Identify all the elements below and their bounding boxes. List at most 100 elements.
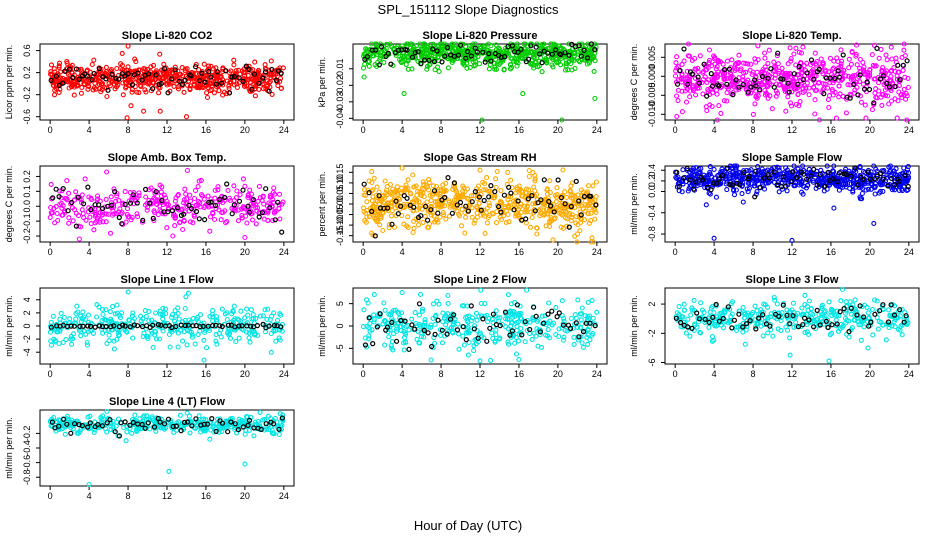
chart-6-point [707,164,713,170]
chart-8-ytick-label: -5 [335,344,345,352]
chart-6-title: Slope Sample Flow [742,152,843,164]
chart-2-point [467,64,473,71]
chart-1-point [269,91,275,97]
chart-8-black-point [549,308,555,314]
chart-6-ylabel: ml/min per min. [629,173,639,235]
chart-1-black-point [219,80,225,86]
chart-1-black-point [73,66,80,72]
chart-1-point [50,82,57,88]
chart-3-point [798,50,805,56]
chart-1-y-axis: -0.6-0.20.20.6 [22,44,40,124]
chart-7-point [58,310,64,316]
chart-3-point [675,87,681,93]
chart-1-point [233,68,239,74]
chart-4-black-point [229,211,235,217]
chart-5-xtick-label: 8 [439,247,444,257]
chart-8-point [471,348,477,354]
chart-7-point [238,308,244,314]
chart-2-black-point [592,46,598,53]
chart-8-y-axis: -505 [335,301,353,352]
chart-1-black-point [125,70,131,77]
chart-8-point [382,307,388,313]
chart-1-point [231,57,237,63]
chart-4-black-point [116,214,122,221]
chart-3-point [888,44,894,50]
chart-2-point [362,61,368,67]
chart-8-point [594,309,600,315]
chart-1-point [252,93,258,99]
chart-7-point [80,309,86,315]
chart-3-point [801,63,807,69]
chart-5-point [554,185,560,191]
chart-5-point [593,179,599,185]
chart-1-outlier-point [124,115,130,121]
chart-8-point [366,333,372,339]
chart-7-point [73,316,79,322]
chart-3-point [838,61,844,67]
chart-3-point [862,102,868,108]
chart-5-black-point [425,217,431,223]
chart-6-outlier-point [703,202,709,208]
chart-1-point [244,83,250,89]
chart-3-point [693,92,699,98]
chart-5-point [387,181,393,188]
chart-3-point [848,61,854,67]
chart-3-point [854,62,860,68]
chart-4-black-point [202,217,208,223]
chart-7-point [175,344,181,350]
chart-2-black-point [552,47,559,53]
chart-1-point [164,82,170,88]
chart-8-black-point [409,322,415,328]
chart-5-black-point [435,210,441,216]
chart-8-black-point [406,346,412,352]
chart-1-point [251,78,257,84]
chart-5-point [494,168,500,174]
chart-1-point [255,67,262,73]
chart-2-black-point [578,53,584,59]
chart-1-black-point [226,90,233,96]
chart-4-points [47,167,286,242]
chart-3-point [774,53,780,59]
chart-8-point [513,351,520,357]
chart-3-black-point [816,66,823,73]
chart-1-black-point [165,90,171,96]
chart-1-black-point [113,75,119,81]
chart-1-point [74,82,81,88]
chart-2-point [493,42,499,48]
chart-3-point [716,103,722,109]
chart-2-point [364,48,370,54]
chart-4-point [207,228,213,234]
chart-3-xtick-label: 12 [787,125,797,135]
chart-4-ytick-label: -0.1 [22,213,32,229]
chart-2-point [424,63,431,69]
chart-1-point [56,77,62,83]
chart-3-point [883,52,889,58]
chart-1-point [204,90,210,96]
chart-2-xtick-label: 4 [400,125,405,135]
chart-8-point [437,332,444,339]
chart-8-point [406,327,412,333]
chart-1-point [171,83,177,89]
chart-5-point [410,172,416,178]
chart-2-black-point [442,53,448,59]
chart-1-point [81,81,87,87]
chart-2-black-point [581,47,587,54]
chart-4-point [234,188,240,194]
chart-2-point [550,64,556,70]
chart-1-black-point [129,82,136,88]
chart-4-title: Slope Amb. Box Temp. [108,152,227,164]
chart-3-point [743,69,749,75]
chart-2-black-point [502,53,508,60]
chart-3-title: Slope Li-820 Temp. [742,30,841,42]
chart-2-point [531,65,537,71]
chart-2-point [410,49,416,55]
chart-3-black-point [808,57,815,63]
chart-1-point [156,90,162,96]
chart-1-point [164,72,170,78]
chart-1-black-point [202,79,208,85]
chart-5-outlier-point [589,235,595,241]
chart-2-point [548,41,554,47]
chart-2-black-point [482,59,488,65]
chart-8-x-axis: 0 4 8 12 16 20 24 [361,364,602,379]
chart-2-black-point [434,48,440,54]
